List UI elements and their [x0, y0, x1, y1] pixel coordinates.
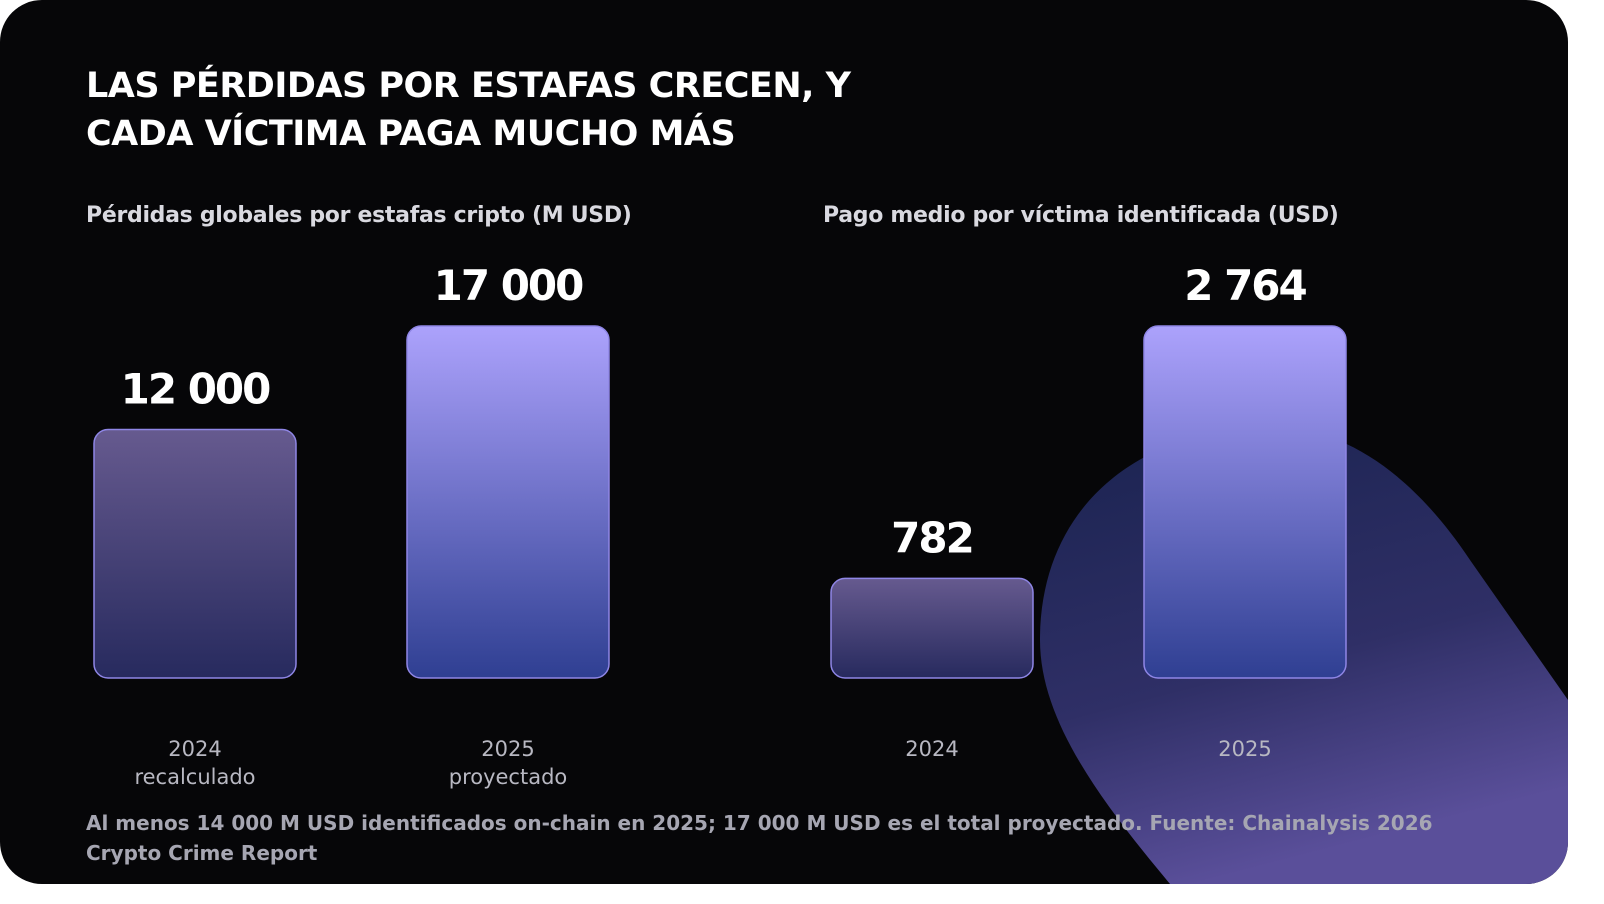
title-line-2: cada víctima paga mucho más — [86, 114, 736, 154]
title-line-1: Las pérdidas por estafas crecen, y — [86, 66, 851, 106]
footnote: Al menos 14 000 M USD identificados on-c… — [86, 811, 1433, 865]
chart-2-tick-label-2-1: 2025 — [1218, 737, 1271, 761]
chart-2-title: Pago medio por víctima identificada (USD… — [823, 203, 1339, 228]
chart-2-bar-2 — [1143, 325, 1347, 679]
chart-card: Las pérdidas por estafas crecen, y cada … — [0, 0, 1568, 884]
chart-1-tick-label-2-2: proyectado — [449, 765, 568, 789]
chart-1-tick-label-1-1: 2024 — [168, 737, 221, 761]
page-title: Las pérdidas por estafas crecen, y cada … — [86, 62, 1186, 158]
chart-2-tick-label-1-1: 2024 — [905, 737, 958, 761]
bar-charts: 12 000 2024 recalculado 17 000 2025 proyectad… — [86, 261, 1480, 789]
chart-2-value-label-2: 2 764 — [1184, 261, 1306, 310]
chart-2-bar-1 — [830, 577, 1034, 679]
chart-1-value-label-2: 17 000 — [434, 261, 584, 310]
chart-1-bar-2 — [406, 325, 610, 679]
chart-2-value-label-1: 782 — [891, 513, 973, 562]
chart-1-bar-1 — [93, 428, 297, 679]
chart-1-tick-label-2-1: 2025 — [481, 737, 534, 761]
chart-1-value-label-1: 12 000 — [121, 365, 271, 414]
chart-1-tick-label-1-2: recalculado — [134, 765, 255, 789]
chart-1-title: Pérdidas globales por estafas cripto (M … — [86, 203, 632, 228]
